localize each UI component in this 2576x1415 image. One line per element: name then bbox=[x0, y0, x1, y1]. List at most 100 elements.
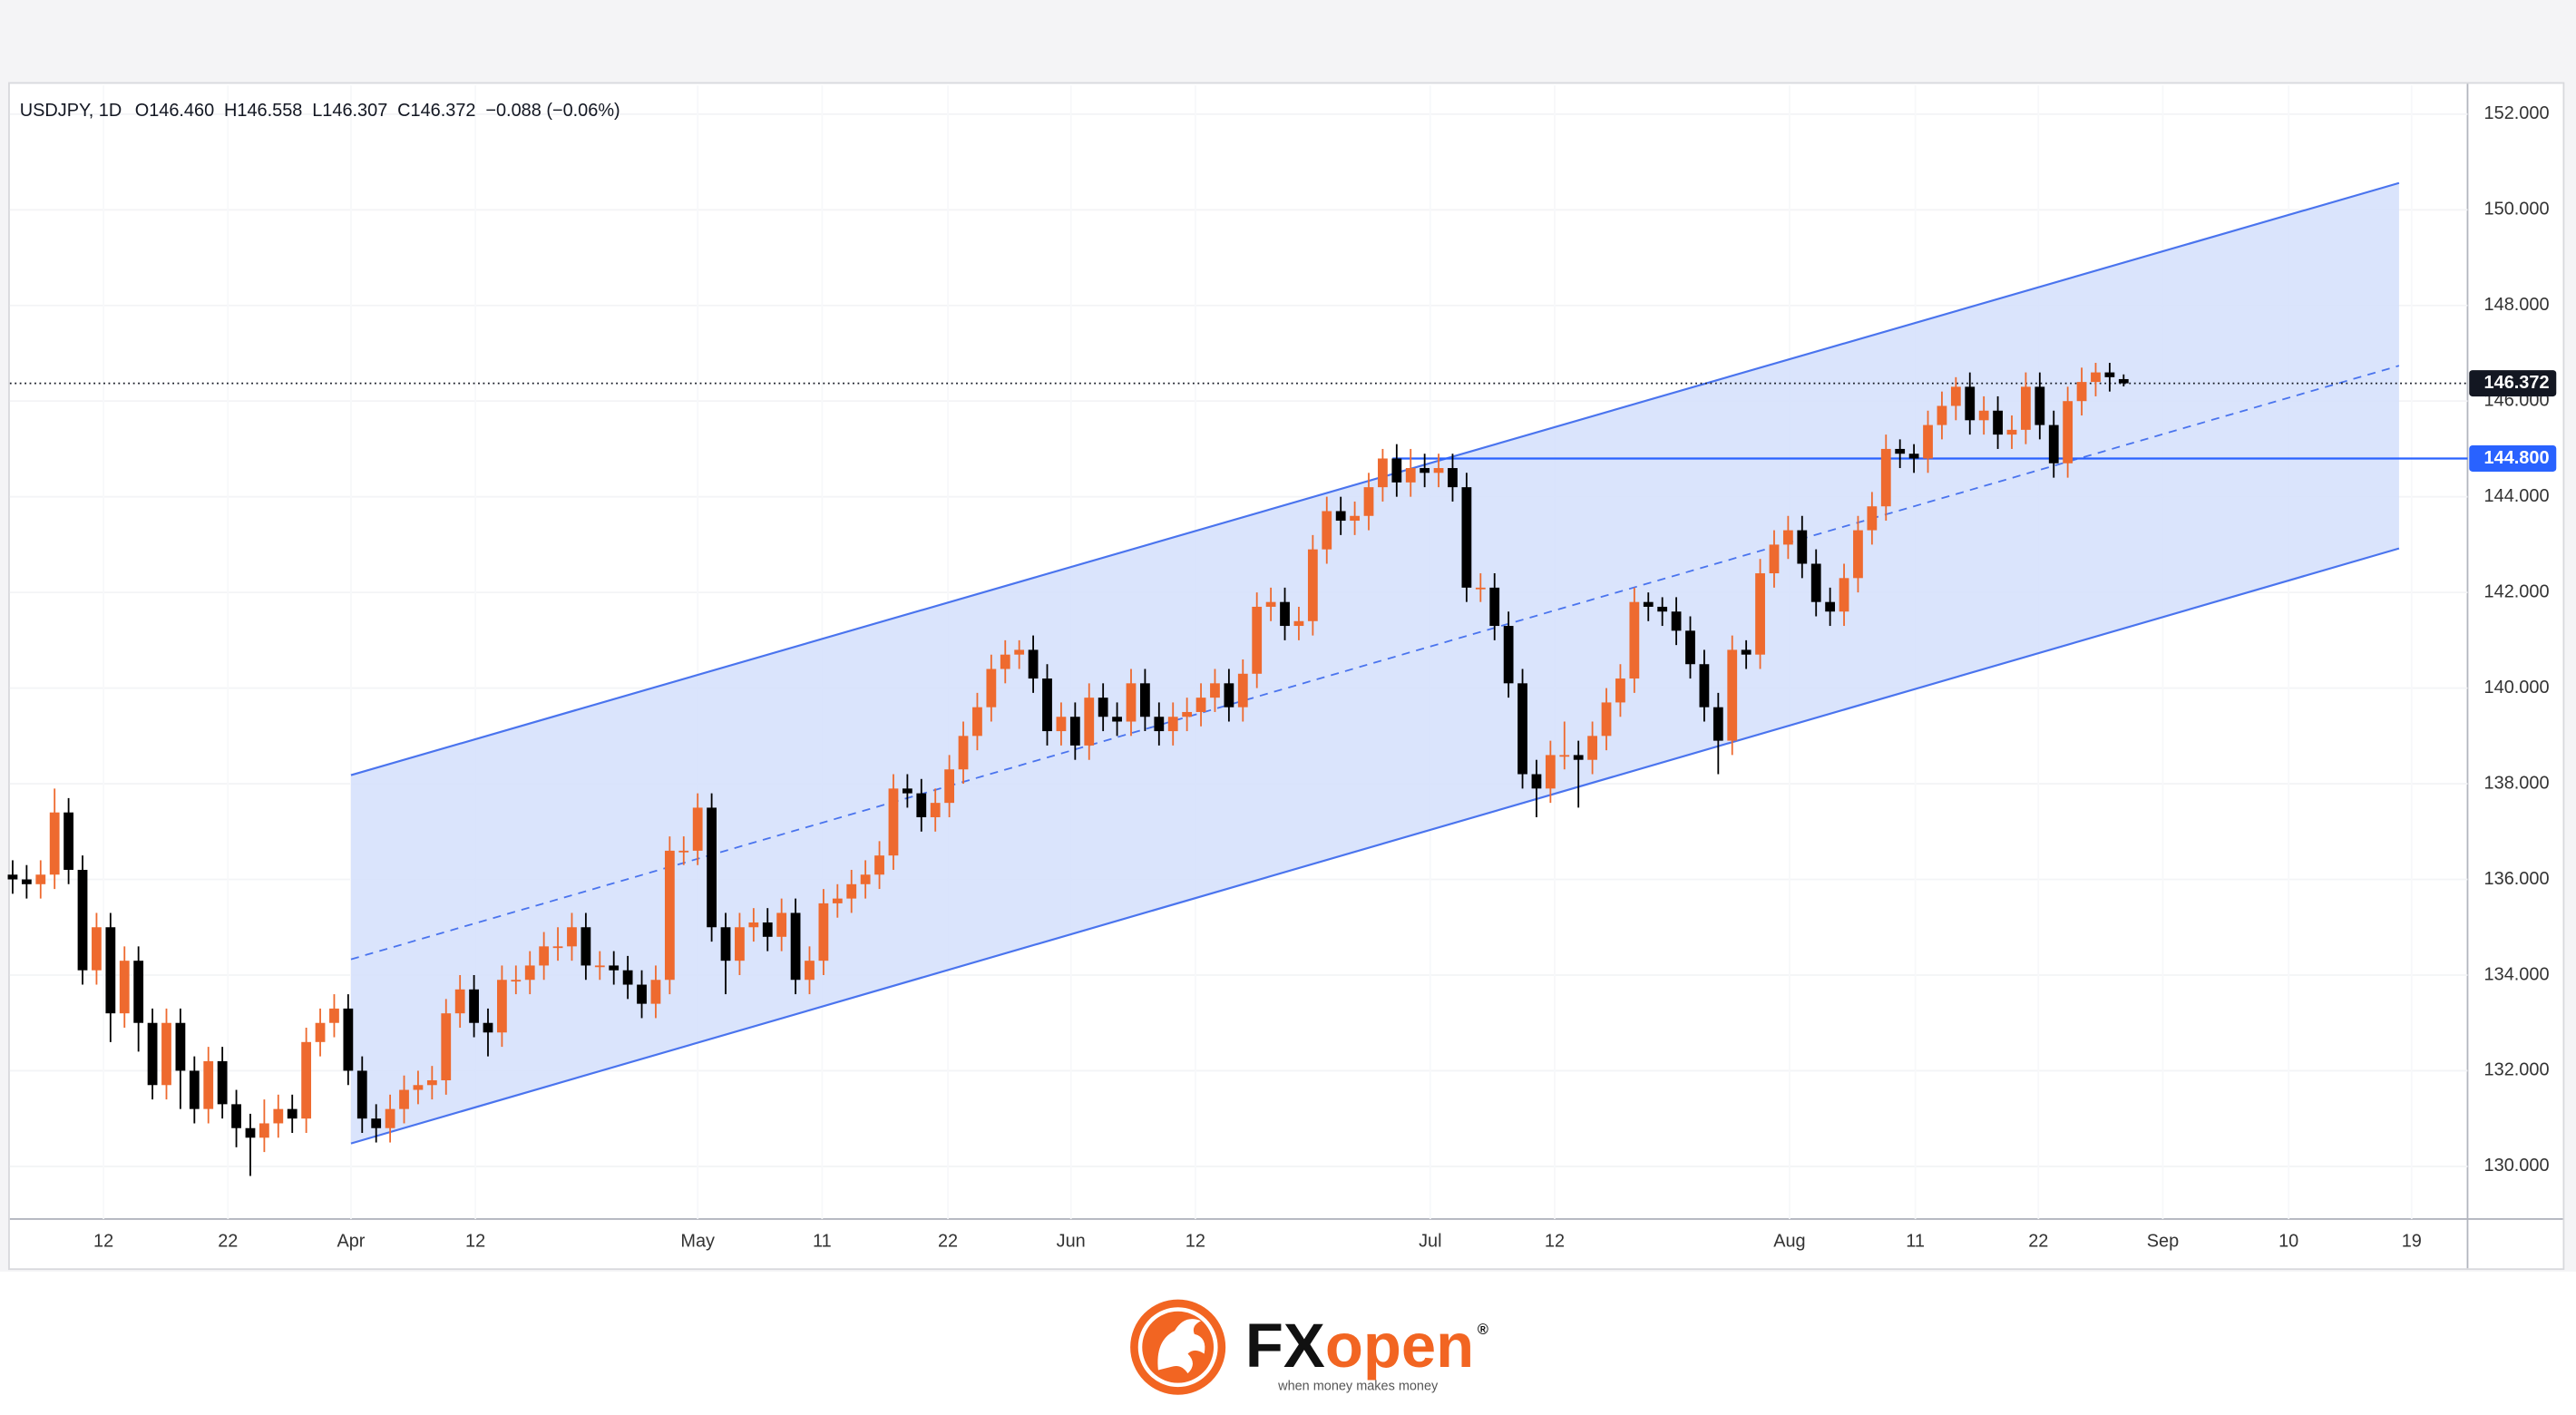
candle-body bbox=[832, 898, 843, 903]
x-tick-label: May bbox=[680, 1232, 715, 1252]
candle-body bbox=[2104, 372, 2115, 377]
candle-body bbox=[1237, 673, 1248, 708]
y-tick-label: 142.000 bbox=[2484, 581, 2550, 601]
level-box bbox=[2469, 444, 2557, 472]
x-tick-label: 22 bbox=[2028, 1232, 2048, 1252]
candle-body bbox=[1587, 736, 1598, 760]
y-tick-label: 132.000 bbox=[2484, 1060, 2550, 1080]
candle-body bbox=[1573, 755, 1584, 760]
candle-body bbox=[1475, 587, 1486, 590]
candle-body bbox=[92, 927, 102, 971]
candle-body bbox=[231, 1104, 241, 1128]
candle-body bbox=[539, 946, 550, 966]
candle-body bbox=[1531, 774, 1542, 789]
candle-body bbox=[2091, 372, 2101, 383]
candle-body bbox=[1671, 611, 1682, 631]
candle-body bbox=[1112, 717, 1122, 722]
candle-body bbox=[469, 989, 479, 1023]
candle-body bbox=[1307, 549, 1318, 621]
candle-body bbox=[1797, 530, 1808, 564]
candle-body bbox=[245, 1127, 256, 1138]
candle-body bbox=[1685, 630, 1695, 665]
x-tick-label: Apr bbox=[337, 1232, 365, 1252]
candle-body bbox=[1559, 755, 1570, 757]
x-tick-label: 22 bbox=[218, 1232, 238, 1252]
candle-body bbox=[1699, 664, 1710, 708]
candle-body bbox=[2034, 386, 2045, 425]
symbol: USDJPY, 1D bbox=[20, 101, 122, 121]
candle-body bbox=[1000, 654, 1010, 669]
candle-body bbox=[1489, 587, 1500, 627]
candle-body bbox=[1895, 448, 1906, 454]
candle-body bbox=[1252, 606, 1263, 674]
candle-body bbox=[1601, 702, 1612, 737]
x-tick-label: 12 bbox=[1545, 1232, 1565, 1252]
candle-body bbox=[1182, 711, 1193, 717]
candle-body bbox=[874, 855, 884, 875]
footer bbox=[0, 1271, 2576, 1415]
y-tick-label: 140.000 bbox=[2484, 678, 2550, 698]
candle-body bbox=[1167, 717, 1178, 732]
candle-body bbox=[1517, 683, 1527, 775]
candle-body bbox=[664, 850, 675, 981]
candle-body bbox=[161, 1022, 171, 1086]
candle-body bbox=[371, 1118, 382, 1128]
channel-upper bbox=[350, 181, 2400, 776]
candle-body bbox=[1195, 698, 1206, 712]
candle-body bbox=[1140, 683, 1150, 717]
candle-body bbox=[315, 1022, 326, 1042]
candle-body bbox=[1880, 448, 1891, 507]
candle-body bbox=[413, 1085, 424, 1090]
candle-body bbox=[1993, 410, 2003, 435]
logo-mark bbox=[1130, 1299, 1226, 1395]
change-text: −0.088 (−0.06%) bbox=[485, 101, 620, 121]
candle-body bbox=[1867, 506, 1878, 531]
candle-body bbox=[1280, 601, 1290, 627]
candle-body bbox=[1629, 601, 1640, 679]
candle-body bbox=[343, 1008, 354, 1071]
candle-body bbox=[1293, 620, 1304, 627]
candle-body bbox=[972, 707, 982, 737]
candle-body bbox=[356, 1070, 367, 1119]
candle-body bbox=[958, 736, 969, 770]
candle-body bbox=[902, 788, 912, 794]
candle-body bbox=[21, 879, 32, 884]
candle-body bbox=[497, 980, 507, 1033]
candle-body bbox=[930, 803, 941, 817]
logo-prefix: FX bbox=[1245, 1311, 1325, 1381]
candle-body bbox=[511, 980, 522, 982]
candle-body bbox=[1210, 683, 1220, 698]
open-text: O146.460 bbox=[135, 101, 214, 121]
y-tick-label: 150.000 bbox=[2484, 200, 2550, 220]
candle-body bbox=[944, 769, 955, 804]
candle-body bbox=[77, 869, 88, 971]
level-label: 144.800 bbox=[2484, 448, 2550, 468]
candle-body bbox=[441, 1013, 452, 1081]
y-tick-label: 130.000 bbox=[2484, 1156, 2550, 1176]
candle-body bbox=[1965, 386, 1976, 421]
candle-body bbox=[720, 927, 731, 961]
candle-body bbox=[650, 980, 661, 1004]
candle-body bbox=[147, 1022, 158, 1086]
y-tick-label: 144.000 bbox=[2484, 486, 2550, 506]
candle-body bbox=[1098, 698, 1108, 717]
candle-body bbox=[2118, 378, 2129, 384]
candle-body bbox=[119, 961, 130, 1014]
candle-body bbox=[217, 1060, 228, 1105]
candle-body bbox=[1042, 678, 1052, 732]
high-text: H146.558 bbox=[224, 101, 302, 121]
candle-body bbox=[1769, 544, 1780, 574]
x-tick-label: 12 bbox=[465, 1232, 485, 1252]
candle-body bbox=[1727, 649, 1738, 741]
logo-suffix: open bbox=[1325, 1311, 1474, 1381]
candle-body bbox=[1755, 573, 1765, 655]
candle-body bbox=[189, 1070, 200, 1109]
y-tick-label: 152.000 bbox=[2484, 103, 2550, 123]
x-tick-label: Sep bbox=[2147, 1232, 2179, 1252]
candle-body bbox=[399, 1089, 409, 1109]
candle-body bbox=[594, 965, 605, 968]
candle-body bbox=[1853, 530, 1863, 579]
candle-body bbox=[105, 927, 116, 1014]
